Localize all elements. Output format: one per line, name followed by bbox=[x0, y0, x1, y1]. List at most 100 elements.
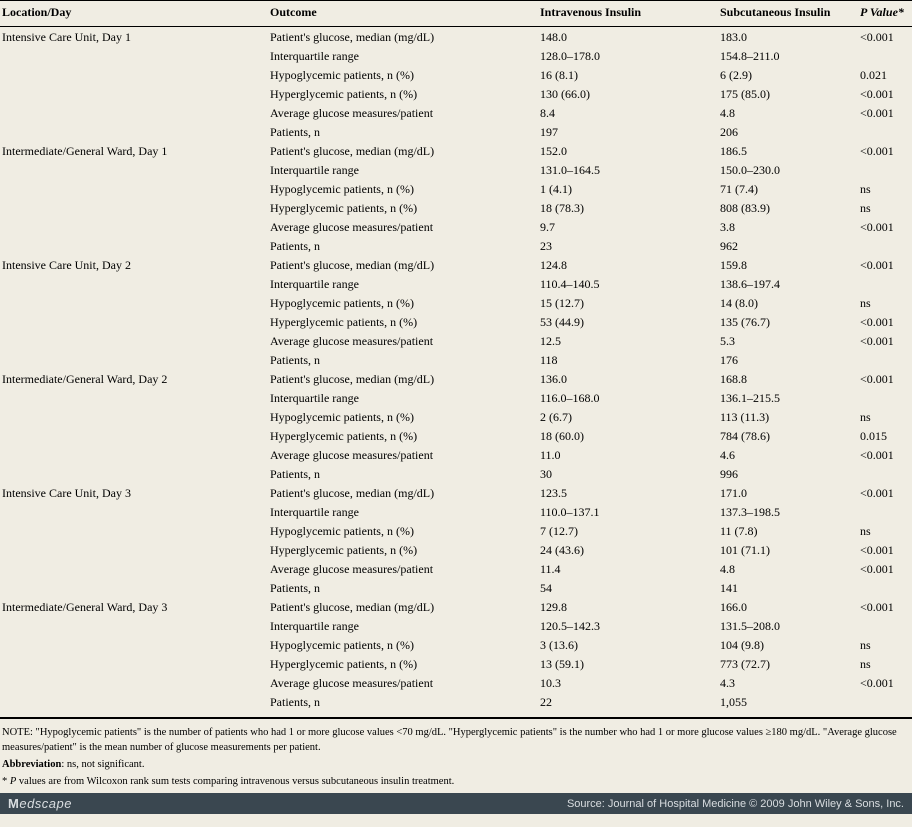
cell-iv: 18 (78.3) bbox=[540, 198, 720, 217]
table-body: Intensive Care Unit, Day 1 Patient's gluc… bbox=[0, 27, 912, 718]
cell-iv: 11.0 bbox=[540, 445, 720, 464]
cell-iv: 148.0 bbox=[540, 27, 720, 47]
table-row: Hyperglycemic patients, n (%)130 (66.0)1… bbox=[0, 84, 912, 103]
cell-iv: 53 (44.9) bbox=[540, 312, 720, 331]
cell-outcome: Hyperglycemic patients, n (%) bbox=[270, 198, 540, 217]
cell-sc: 14 (8.0) bbox=[720, 293, 860, 312]
cell-outcome: Patients, n bbox=[270, 578, 540, 597]
table-row: Patients, n23962 bbox=[0, 236, 912, 255]
cell-iv: 11.4 bbox=[540, 559, 720, 578]
cell-sc: 159.8 bbox=[720, 255, 860, 274]
cell-sc: 183.0 bbox=[720, 27, 860, 47]
cell-location: Intermediate/General Ward, Day 3 bbox=[0, 597, 270, 616]
cell-pvalue: ns bbox=[860, 198, 912, 217]
cell-outcome: Patients, n bbox=[270, 236, 540, 255]
table-row: Interquartile range120.5–142.3131.5–208.… bbox=[0, 616, 912, 635]
cell-pvalue: <0.001 bbox=[860, 103, 912, 122]
pvalue-label: P Value* bbox=[860, 5, 904, 19]
cell-outcome: Hypoglycemic patients, n (%) bbox=[270, 65, 540, 84]
cell-location: Intensive Care Unit, Day 1 bbox=[0, 27, 270, 47]
cell-iv: 15 (12.7) bbox=[540, 293, 720, 312]
cell-pvalue: <0.001 bbox=[860, 27, 912, 47]
cell-pvalue bbox=[860, 616, 912, 635]
table-row: Hypoglycemic patients, n (%)1 (4.1)71 (7… bbox=[0, 179, 912, 198]
cell-iv: 129.8 bbox=[540, 597, 720, 616]
table-row: Hyperglycemic patients, n (%)13 (59.1)77… bbox=[0, 654, 912, 673]
table-row: Patients, n118176 bbox=[0, 350, 912, 369]
cell-location bbox=[0, 293, 270, 312]
cell-outcome: Patients, n bbox=[270, 692, 540, 718]
cell-outcome: Hypoglycemic patients, n (%) bbox=[270, 407, 540, 426]
cell-pvalue bbox=[860, 388, 912, 407]
col-header-iv: Intravenous Insulin bbox=[540, 1, 720, 27]
cell-iv: 24 (43.6) bbox=[540, 540, 720, 559]
cell-outcome: Average glucose measures/patient bbox=[270, 559, 540, 578]
table-container: Location/Day Outcome Intravenous Insulin… bbox=[0, 0, 912, 793]
cell-sc: 138.6–197.4 bbox=[720, 274, 860, 293]
cell-iv: 136.0 bbox=[540, 369, 720, 388]
cell-outcome: Interquartile range bbox=[270, 160, 540, 179]
cell-outcome: Hypoglycemic patients, n (%) bbox=[270, 635, 540, 654]
cell-location: Intermediate/General Ward, Day 1 bbox=[0, 141, 270, 160]
cell-outcome: Hypoglycemic patients, n (%) bbox=[270, 179, 540, 198]
cell-location bbox=[0, 274, 270, 293]
cell-iv: 8.4 bbox=[540, 103, 720, 122]
table-row: Hypoglycemic patients, n (%)7 (12.7)11 (… bbox=[0, 521, 912, 540]
cell-sc: 104 (9.8) bbox=[720, 635, 860, 654]
cell-iv: 12.5 bbox=[540, 331, 720, 350]
cell-pvalue: <0.001 bbox=[860, 84, 912, 103]
table-row: Hyperglycemic patients, n (%)24 (43.6)10… bbox=[0, 540, 912, 559]
cell-location bbox=[0, 673, 270, 692]
cell-iv: 22 bbox=[540, 692, 720, 718]
medscape-brand: Medscape bbox=[8, 796, 72, 811]
cell-sc: 137.3–198.5 bbox=[720, 502, 860, 521]
cell-pvalue: <0.001 bbox=[860, 540, 912, 559]
col-header-outcome: Outcome bbox=[270, 1, 540, 27]
table-row: Intensive Care Unit, Day 1Patient's gluc… bbox=[0, 27, 912, 47]
cell-outcome: Interquartile range bbox=[270, 388, 540, 407]
col-header-sc: Subcutaneous Insulin bbox=[720, 1, 860, 27]
table-row: Average glucose measures/patient11.04.6<… bbox=[0, 445, 912, 464]
table-row: Hyperglycemic patients, n (%)18 (78.3)80… bbox=[0, 198, 912, 217]
cell-iv: 110.4–140.5 bbox=[540, 274, 720, 293]
cell-outcome: Average glucose measures/patient bbox=[270, 217, 540, 236]
cell-location bbox=[0, 331, 270, 350]
cell-iv: 110.0–137.1 bbox=[540, 502, 720, 521]
cell-location bbox=[0, 236, 270, 255]
cell-location bbox=[0, 217, 270, 236]
cell-outcome: Patients, n bbox=[270, 464, 540, 483]
note-line-2: Abbreviation: ns, not significant. bbox=[2, 757, 910, 772]
cell-outcome: Patient's glucose, median (mg/dL) bbox=[270, 255, 540, 274]
table-row: Patients, n197206 bbox=[0, 122, 912, 141]
cell-pvalue: 0.015 bbox=[860, 426, 912, 445]
cell-sc: 168.8 bbox=[720, 369, 860, 388]
cell-outcome: Patient's glucose, median (mg/dL) bbox=[270, 141, 540, 160]
table-row: Intermediate/General Ward, Day 2Patient'… bbox=[0, 369, 912, 388]
table-notes: NOTE: "Hypoglycemic patients" is the num… bbox=[0, 719, 912, 794]
cell-outcome: Interquartile range bbox=[270, 502, 540, 521]
cell-sc: 71 (7.4) bbox=[720, 179, 860, 198]
cell-iv: 152.0 bbox=[540, 141, 720, 160]
cell-location bbox=[0, 65, 270, 84]
cell-sc: 135 (76.7) bbox=[720, 312, 860, 331]
cell-outcome: Patient's glucose, median (mg/dL) bbox=[270, 483, 540, 502]
cell-pvalue bbox=[860, 274, 912, 293]
cell-outcome: Hyperglycemic patients, n (%) bbox=[270, 312, 540, 331]
cell-pvalue: ns bbox=[860, 521, 912, 540]
table-row: Average glucose measures/patient11.44.8<… bbox=[0, 559, 912, 578]
cell-location bbox=[0, 616, 270, 635]
cell-pvalue: <0.001 bbox=[860, 255, 912, 274]
cell-location bbox=[0, 654, 270, 673]
cell-sc: 175 (85.0) bbox=[720, 84, 860, 103]
cell-location: Intermediate/General Ward, Day 2 bbox=[0, 369, 270, 388]
cell-pvalue: ns bbox=[860, 407, 912, 426]
cell-location bbox=[0, 521, 270, 540]
cell-outcome: Hyperglycemic patients, n (%) bbox=[270, 654, 540, 673]
table-row: Interquartile range110.0–137.1137.3–198.… bbox=[0, 502, 912, 521]
cell-pvalue bbox=[860, 46, 912, 65]
table-row: Patients, n30996 bbox=[0, 464, 912, 483]
table-row: Hyperglycemic patients, n (%)18 (60.0)78… bbox=[0, 426, 912, 445]
cell-sc: 4.8 bbox=[720, 559, 860, 578]
cell-sc: 3.8 bbox=[720, 217, 860, 236]
cell-outcome: Patient's glucose, median (mg/dL) bbox=[270, 597, 540, 616]
